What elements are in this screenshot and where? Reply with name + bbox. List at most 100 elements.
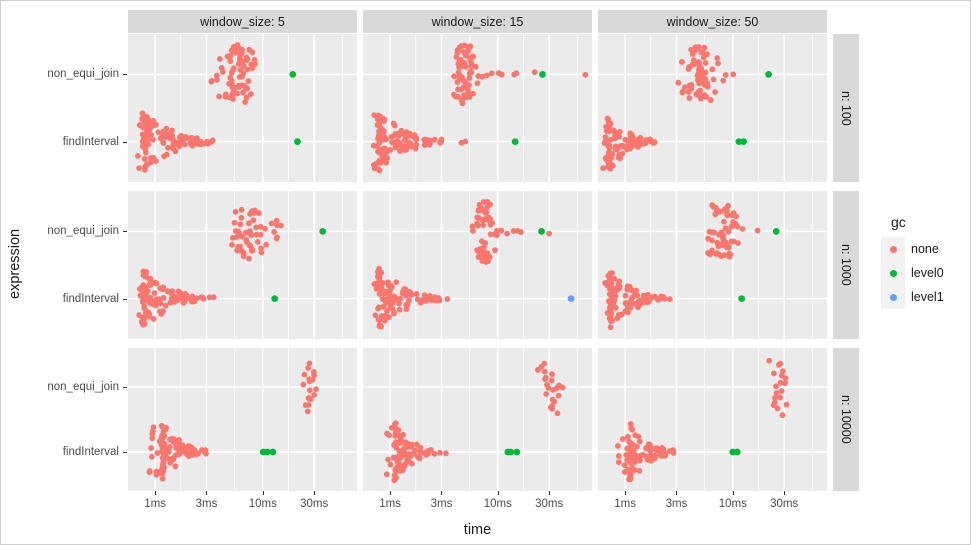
outlier-point-level1 [567, 295, 575, 303]
legend-key [881, 285, 905, 309]
gridlines [128, 348, 357, 491]
beeswarm-findInterval [135, 110, 301, 173]
facet-row-strip: n: 10000 [833, 348, 859, 491]
x-axis-tick [206, 491, 208, 495]
y-tick-label: non_equi_join [47, 380, 119, 393]
legend-title: gc [891, 214, 906, 230]
x-tick-label: 1ms [144, 498, 166, 510]
x-tick-label: 1ms [379, 498, 401, 510]
legend-item-level1: level1 [881, 285, 969, 309]
beeswarm-findInterval [600, 115, 747, 172]
outlier-point-level0 [507, 448, 515, 456]
y-tick-label: findInterval [62, 292, 119, 305]
outlier-point-level0 [263, 448, 271, 456]
legend-items: none level0 level1 [881, 237, 969, 309]
panel-canvas [128, 34, 357, 182]
outlier-point-level0 [294, 138, 301, 146]
legend-dot-level0-icon [889, 269, 897, 277]
panel-canvas [128, 191, 357, 339]
y-axis-tick [123, 141, 127, 143]
outlier-point-level0 [765, 70, 772, 78]
legend-dot-level1-icon [889, 293, 897, 301]
x-axis-tick [676, 491, 678, 495]
facet-column-strip: window_size: 5 [128, 10, 357, 33]
facet-panel-r2-c1 [128, 191, 357, 339]
facet-row-label: n: 1000 [839, 244, 853, 286]
legend-item-label: none [911, 242, 939, 256]
x-axis-tick [732, 491, 734, 495]
beeswarm-non_equi_join [300, 360, 319, 415]
gridlines [598, 191, 827, 339]
beeswarm-non_equi_join [229, 206, 327, 262]
x-tick-label: 10ms [483, 498, 512, 510]
outlier-point-level0 [319, 227, 327, 235]
x-axis-tick [155, 491, 157, 495]
beeswarm-findInterval [136, 268, 279, 328]
y-axis-title: expression [7, 228, 23, 299]
outlier-point-level0 [740, 138, 747, 146]
x-axis-title: time [463, 522, 492, 538]
x-axis-tick [262, 491, 264, 495]
beeswarm-non_equi_join [766, 357, 790, 418]
y-tick-label: non_equi_join [47, 68, 119, 81]
facet-panel-r2-c3 [598, 191, 827, 339]
panel-canvas [363, 34, 592, 182]
beeswarm-non_equi_join [469, 198, 553, 265]
facet-column-strip: window_size: 15 [363, 10, 592, 33]
y-axis-tick [123, 231, 127, 233]
outlier-point-level0 [539, 70, 546, 78]
x-axis-tick [441, 491, 443, 495]
beeswarm-findInterval [146, 422, 277, 482]
panel-canvas [363, 348, 592, 491]
y-tick-label: non_equi_join [47, 225, 119, 238]
beeswarm-findInterval [383, 420, 521, 484]
x-axis-tick [549, 491, 551, 495]
panel-canvas [363, 191, 592, 339]
facet-panel-r1-c2 [363, 34, 592, 182]
outlier-point-level0 [269, 448, 277, 456]
y-axis-tick [123, 386, 127, 388]
y-axis-tick [123, 298, 127, 300]
legend-key [881, 261, 905, 285]
facet-row-label: n: 10000 [839, 395, 853, 444]
beeswarm-findInterval [370, 112, 519, 174]
legend-item-none: none [881, 237, 969, 261]
legend: gc none level0 level1 [881, 214, 969, 309]
y-axis-tick [123, 452, 127, 453]
beeswarm-non_equi_join [208, 42, 297, 105]
x-tick-label: 3ms [665, 498, 688, 510]
outlier-point-level0 [735, 138, 743, 146]
x-tick-label: 10ms [248, 498, 277, 510]
beeswarm-findInterval [371, 265, 575, 330]
x-tick-label: 30ms [770, 498, 799, 510]
beeswarm-non_equi_join [705, 202, 780, 260]
x-tick-label: 3ms [430, 498, 453, 510]
x-axis-tick [784, 491, 786, 495]
outlier-point-level0 [513, 448, 521, 456]
outlier-point-level0 [271, 295, 279, 303]
facet-column-label: window_size: 50 [666, 14, 759, 29]
x-tick-label: 30ms [535, 498, 564, 510]
gridlines [128, 191, 357, 339]
beeswarm-non_equi_join [451, 42, 589, 107]
y-axis-tick [123, 74, 127, 76]
facet-column-label: window_size: 15 [431, 14, 524, 29]
panel-canvas [598, 34, 827, 182]
legend-item-level0: level0 [881, 261, 969, 285]
x-tick-label: 1ms [614, 498, 636, 510]
outlier-point-level0 [289, 70, 297, 78]
legend-item-label: level0 [911, 266, 944, 280]
panel-canvas [598, 348, 827, 491]
facet-row-strip: n: 1000 [833, 191, 859, 339]
facet-row-label: n: 100 [839, 90, 853, 126]
x-axis-tick [390, 491, 392, 495]
legend-item-label: level1 [911, 290, 944, 304]
beeswarm-findInterval [614, 421, 741, 483]
y-tick-label: findInterval [62, 446, 119, 458]
x-tick-label: 30ms [300, 498, 329, 510]
panel-canvas [598, 191, 827, 339]
x-tick-label: 3ms [195, 498, 218, 510]
facet-panel-r1-c1 [128, 34, 357, 182]
legend-key [881, 237, 905, 261]
